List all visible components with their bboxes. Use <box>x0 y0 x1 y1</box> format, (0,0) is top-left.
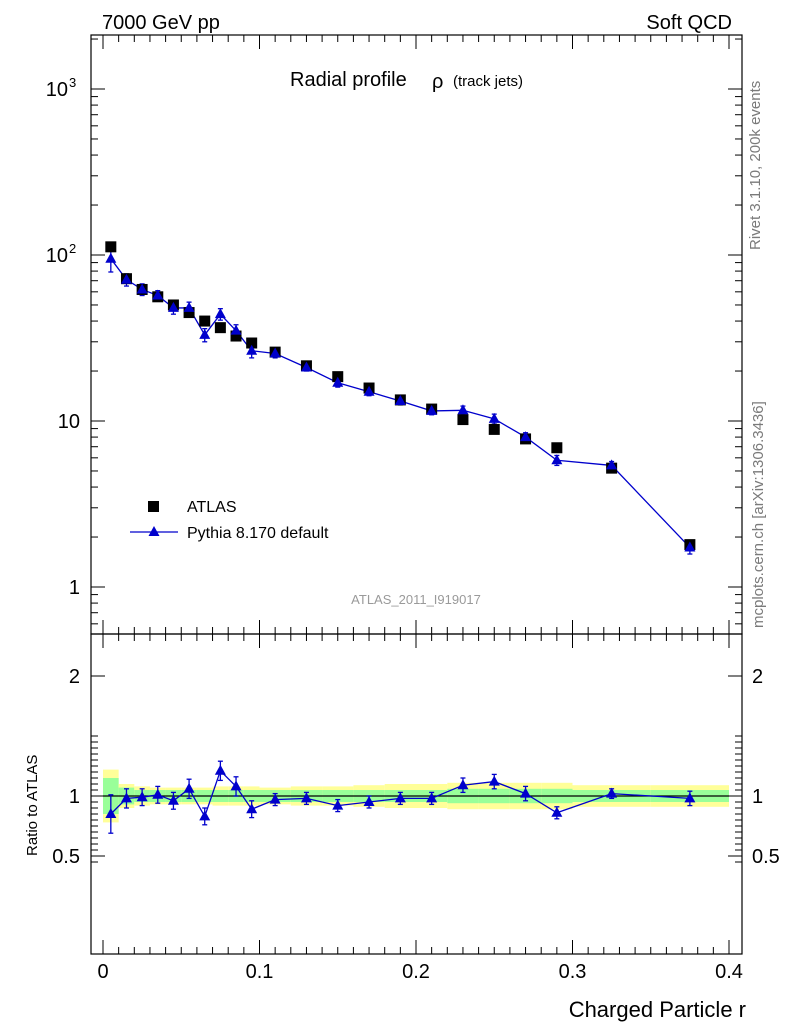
pythia-point <box>457 404 469 415</box>
pythia-point <box>105 252 117 263</box>
ratio-point <box>551 806 563 817</box>
ratio-point <box>199 810 211 821</box>
main-frame <box>90 34 743 635</box>
pythia-point <box>606 459 618 470</box>
pythia-point <box>300 361 312 372</box>
pythia-point <box>684 541 696 552</box>
pythia-point <box>230 324 242 335</box>
pythia-point <box>426 404 438 415</box>
ratio-point <box>183 782 195 793</box>
x-tick-label: 0.3 <box>559 961 587 983</box>
ratio-point <box>136 791 148 802</box>
legend: ATLAS Pythia 8.170 default <box>130 499 329 542</box>
pythia-point <box>394 394 406 405</box>
x-axis-label: Charged Particle r <box>569 997 746 1022</box>
ratio-point <box>167 794 179 805</box>
ratio-point <box>426 792 438 803</box>
ratio-y-tick-label-right: 0.5 <box>752 846 780 868</box>
ratio-point <box>269 793 281 804</box>
legend-label-atlas: ATLAS <box>187 499 237 516</box>
ratio-point <box>394 792 406 803</box>
pythia-point <box>488 412 500 423</box>
y-tick-label: 10 <box>46 245 68 267</box>
x-tick-label: 0 <box>97 961 108 983</box>
pythia-point <box>246 344 258 355</box>
analysis-tag: ATLAS_2011_I919017 <box>351 592 481 607</box>
ratio-point <box>606 787 618 798</box>
ratio-y-tick-label: 1 <box>69 786 80 808</box>
legend-label-pythia: Pythia 8.170 default <box>187 525 329 542</box>
ratio-point <box>457 779 469 790</box>
atlas-point <box>457 414 469 426</box>
ratio-point <box>684 792 696 803</box>
atlas-point <box>332 371 344 383</box>
header-right: Soft QCD <box>646 12 732 34</box>
x-tick-label: 0.2 <box>402 961 430 983</box>
chart-title-symbol: ρ <box>432 71 443 93</box>
atlas-point <box>105 241 117 253</box>
pythia-point <box>214 308 226 319</box>
atlas-point <box>246 337 258 349</box>
ratio-point <box>105 808 117 818</box>
pythia-point <box>199 328 211 339</box>
ratio-point <box>363 796 375 806</box>
ratio-point <box>488 775 500 786</box>
ratio-y-tick-label-right: 1 <box>752 786 763 808</box>
pythia-line <box>110 258 691 548</box>
pythia-point <box>332 376 344 387</box>
y-tick-label-exponent: 2 <box>69 241 76 256</box>
ratio-point <box>214 764 226 775</box>
ratio-y-tick-label: 0.5 <box>52 846 80 868</box>
legend-marker-pythia <box>148 526 160 536</box>
atlas-point <box>199 315 211 327</box>
atlas-point <box>551 442 563 454</box>
side-label-mcplots: mcplots.cern.ch [arXiv:1306.3436] <box>750 401 767 628</box>
atlas-point <box>230 330 242 342</box>
y-tick-label-exponent: 3 <box>69 75 76 90</box>
ratio-panel: 0.5 0.5 1 1 2 2 <box>52 633 780 955</box>
ratio-point <box>152 788 164 799</box>
pythia-point <box>183 301 195 312</box>
pythia-point <box>363 385 375 396</box>
ratio-point <box>300 792 312 803</box>
legend-marker-atlas <box>148 501 159 512</box>
ratio-point <box>520 787 532 798</box>
pythia-point <box>269 347 281 358</box>
ratio-point <box>230 780 242 791</box>
ratio-point <box>120 792 132 803</box>
pythia-point <box>551 454 563 465</box>
side-label-rivet: Rivet 3.1.10, 200k events <box>747 81 764 250</box>
chart-title: Radial profile <box>290 69 407 91</box>
atlas-point <box>488 423 500 435</box>
atlas-point <box>214 322 226 334</box>
y-tick-label: 10 <box>58 411 80 433</box>
pythia-point <box>136 283 148 294</box>
ratio-ylabel: Ratio to ATLAS <box>24 755 41 856</box>
pythia-point <box>120 273 132 284</box>
ratio-point <box>246 803 258 814</box>
y-tick-label: 1 <box>69 577 80 599</box>
ratio-line <box>110 769 690 818</box>
chart-subtitle: (track jets) <box>453 73 523 90</box>
ratio-y-tick-label: 2 <box>69 666 80 688</box>
pythia-point <box>520 431 532 442</box>
pythia-point <box>167 301 179 312</box>
header-left: 7000 GeV pp <box>102 12 220 34</box>
ratio-y-tick-label-right: 2 <box>752 666 763 688</box>
ratio-point <box>332 799 344 810</box>
pythia-point <box>152 289 164 300</box>
x-tick-label: 0.4 <box>715 961 743 983</box>
x-tick-label: 0.1 <box>246 961 274 983</box>
y-tick-label: 10 <box>46 79 68 101</box>
atlas-point <box>183 307 195 319</box>
